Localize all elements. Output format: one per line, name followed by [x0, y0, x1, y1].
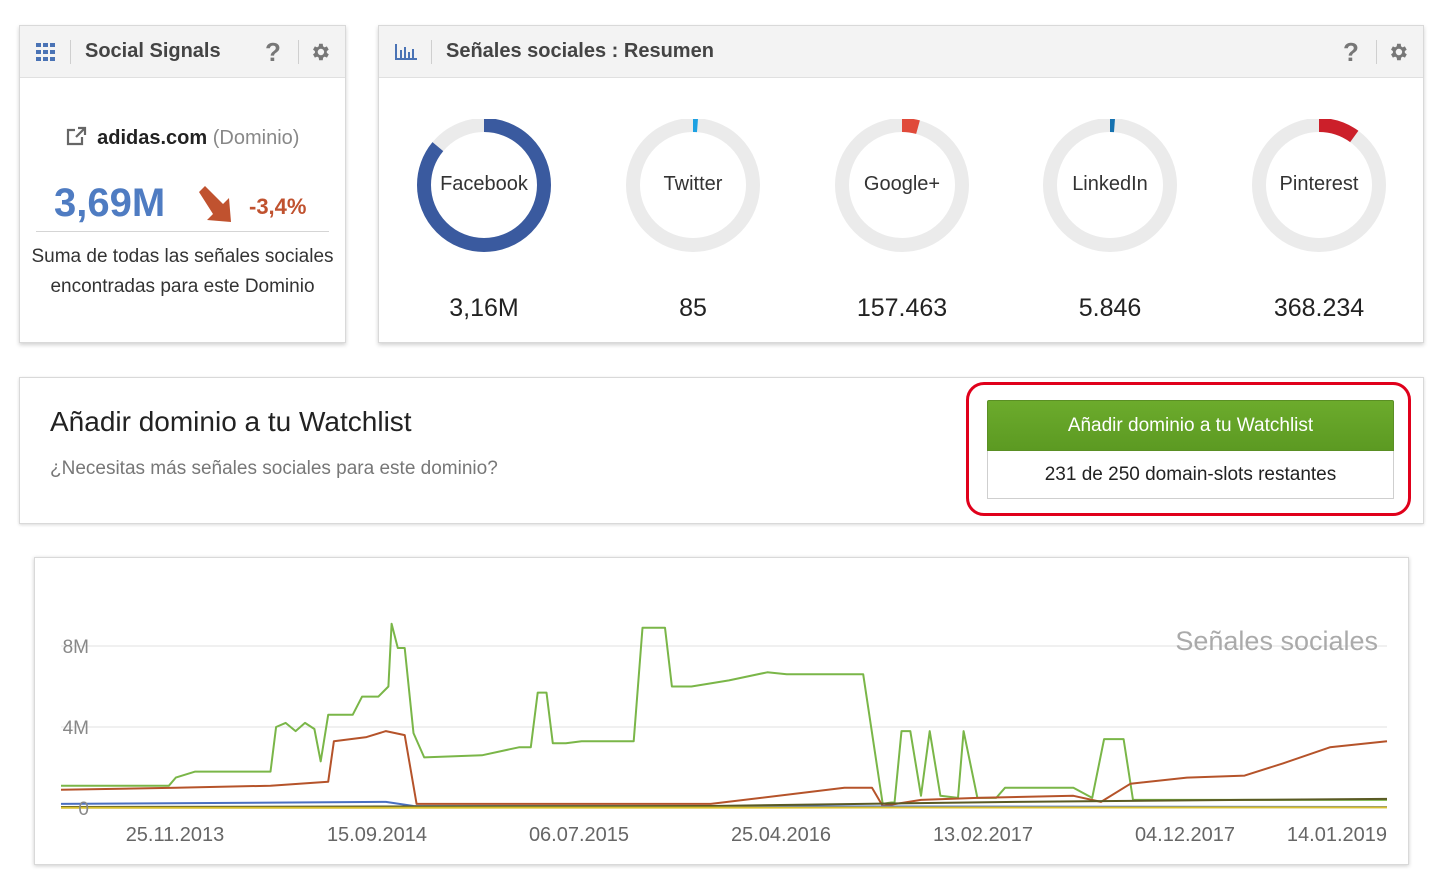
x-tick-label: 25.11.2013: [126, 824, 225, 846]
x-tick-label: 13.02.2017: [933, 824, 1033, 846]
change-percent: -3,4%: [249, 194, 307, 219]
network-name: Pinterest: [1279, 172, 1359, 195]
series-line-1[interactable]: [60, 730, 1388, 807]
panel-title: Señales sociales : Resumen: [446, 40, 714, 62]
network-value: 157.463: [856, 294, 948, 322]
question-icon[interactable]: ?: [1343, 37, 1359, 67]
divider: [36, 231, 329, 232]
y-tick-label: 8M: [63, 637, 89, 658]
bar-chart-icon: [395, 43, 417, 60]
donut-arc: [417, 118, 551, 252]
summary-header: Señales sociales : Resumen ?: [379, 26, 1423, 78]
header-divider: [70, 39, 71, 64]
donut-twitter[interactable]: Twitter: [625, 118, 761, 255]
x-tick-label: 14.01.2019: [1287, 824, 1387, 846]
donut-arc: [626, 118, 760, 252]
network-value: 3,16M: [449, 294, 519, 322]
panel-title: Social Signals: [85, 40, 221, 62]
highlight-outline: [966, 382, 1411, 516]
network-value: 5.846: [1078, 294, 1142, 322]
donut-arc: [835, 118, 969, 252]
social-signals-panel: Social Signals ? adidas.com (Dominio) 3,…: [19, 25, 346, 343]
total-signals: 3,69M: [54, 181, 166, 225]
watchlist-subtitle: ¿Necesitas más señales sociales para est…: [50, 458, 498, 479]
donut-arc: [1252, 118, 1386, 252]
network-name: Twitter: [663, 172, 723, 195]
y-tick-label: 0: [78, 799, 89, 820]
header-divider: [1376, 40, 1377, 64]
donut-google[interactable]: Google+: [834, 118, 970, 255]
domain-name[interactable]: adidas.com: [97, 127, 208, 149]
domain-slots-remaining: 231 de 250 domain-slots restantes: [987, 451, 1394, 499]
x-tick-label: 25.04.2016: [731, 824, 831, 846]
question-icon[interactable]: ?: [265, 37, 281, 67]
watchlist-panel: Añadir dominio a tu Watchlist ¿Necesitas…: [19, 377, 1424, 524]
donut-linkedin[interactable]: LinkedIn: [1042, 118, 1178, 255]
series-line-3[interactable]: [60, 797, 1388, 808]
network-name: Google+: [863, 172, 941, 195]
social-signals-header: Social Signals ?: [20, 26, 345, 78]
chart-title: Señales sociales: [1175, 626, 1378, 656]
social-signals-chart-panel: 0 4M 8M 25.11.2013 15.09.2014 06.07.2015 25.04…: [34, 557, 1409, 865]
grid-icon: [36, 42, 56, 61]
network-name: Facebook: [440, 172, 528, 195]
watchlist-title: Añadir dominio a tu Watchlist: [50, 406, 412, 437]
domain-type: (Dominio): [212, 127, 300, 149]
add-to-watchlist-button[interactable]: Añadir dominio a tu Watchlist: [987, 400, 1394, 451]
network-value: 368.234: [1273, 294, 1365, 322]
series-line-2[interactable]: [60, 800, 1388, 808]
x-tick-label: 04.12.2017: [1135, 824, 1235, 846]
external-link-icon[interactable]: [66, 126, 88, 146]
x-tick-label: 15.09.2014: [327, 824, 427, 846]
network-name: LinkedIn: [1072, 172, 1148, 195]
domain-row: adidas.com (Dominio): [20, 126, 345, 150]
summary-panel: Señales sociales : Resumen ? Facebook 3,1…: [378, 25, 1424, 343]
network-value: 85: [679, 294, 707, 322]
header-divider: [298, 40, 299, 64]
trend-down-arrow-icon: [195, 186, 237, 231]
donut-pinterest[interactable]: Pinterest: [1251, 118, 1387, 255]
total-description: Suma de todas las señales sociales encon…: [31, 246, 334, 297]
donut-arc: [1043, 118, 1177, 252]
gear-icon[interactable]: [1387, 41, 1409, 63]
y-tick-label: 4M: [63, 718, 89, 739]
x-tick-label: 06.07.2015: [529, 824, 629, 846]
header-divider: [431, 39, 432, 64]
social-signals-chart: 0 4M 8M 25.11.2013 15.09.2014 06.07.2015 25.04…: [60, 622, 1388, 846]
donut-facebook[interactable]: Facebook: [416, 118, 552, 255]
gear-icon[interactable]: [309, 41, 331, 63]
